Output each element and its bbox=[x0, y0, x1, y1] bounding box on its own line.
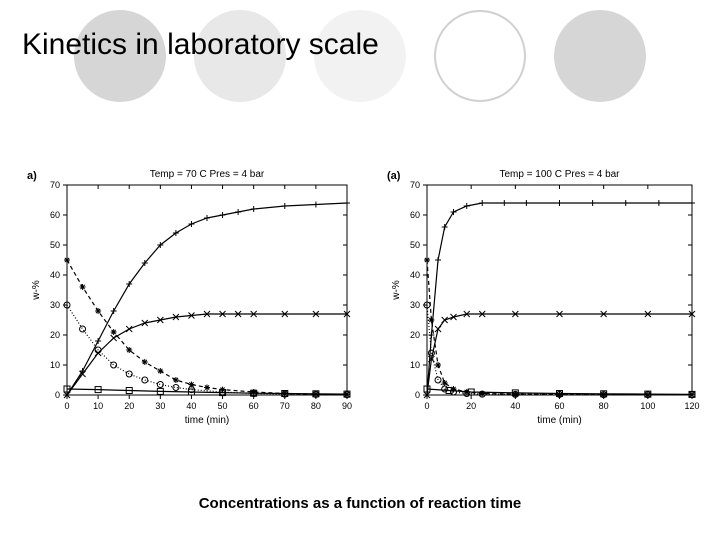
y-tick-label: 20 bbox=[50, 330, 60, 340]
y-tick-label: 10 bbox=[410, 360, 420, 370]
x-tick-label: 40 bbox=[186, 401, 196, 411]
y-tick-label: 10 bbox=[50, 360, 60, 370]
x-tick-label: 120 bbox=[684, 401, 699, 411]
x-tick-label: 100 bbox=[640, 401, 655, 411]
x-tick-label: 60 bbox=[249, 401, 259, 411]
x-tick-label: 80 bbox=[599, 401, 609, 411]
x-tick-label: 60 bbox=[554, 401, 564, 411]
series-intermediate bbox=[427, 314, 692, 395]
y-tick-label: 20 bbox=[410, 330, 420, 340]
y-tick-label: 60 bbox=[50, 210, 60, 220]
y-tick-label: 30 bbox=[50, 300, 60, 310]
y-tick-label: 40 bbox=[410, 270, 420, 280]
series-product bbox=[67, 203, 347, 395]
x-axis-label: time (min) bbox=[185, 415, 229, 426]
x-tick-label: 80 bbox=[311, 401, 321, 411]
y-tick-label: 50 bbox=[50, 240, 60, 250]
series-reactant1 bbox=[67, 260, 347, 394]
y-tick-label: 50 bbox=[410, 240, 420, 250]
chart-a: a) Temp = 70 C Pres = 4 bar 0 10 20 30 40 50 60 7… bbox=[25, 165, 360, 430]
y-axis-label: w-% bbox=[31, 280, 42, 301]
x-tick-label: 20 bbox=[466, 401, 476, 411]
page-title: Kinetics in laboratory scale bbox=[0, 0, 720, 62]
y-axis-label: w-% bbox=[391, 280, 402, 301]
charts-row: a) Temp = 70 C Pres = 4 bar 0 10 20 30 40 50 60 7… bbox=[25, 165, 705, 430]
y-tick-label: 40 bbox=[50, 270, 60, 280]
x-tick-label: 30 bbox=[155, 401, 165, 411]
plot-area bbox=[427, 185, 692, 395]
y-tick-label: 70 bbox=[50, 180, 60, 190]
caption: Concentrations as a function of reaction… bbox=[0, 495, 720, 512]
y-tick-label: 0 bbox=[415, 390, 420, 400]
chart-title: Temp = 100 C Pres = 4 bar bbox=[499, 169, 620, 180]
x-tick-label: 20 bbox=[124, 401, 134, 411]
y-tick-label: 60 bbox=[410, 210, 420, 220]
x-tick-label: 50 bbox=[218, 401, 228, 411]
x-axis-label: time (min) bbox=[537, 415, 581, 426]
x-tick-label: 0 bbox=[64, 401, 69, 411]
y-tick-label: 30 bbox=[410, 300, 420, 310]
chart-b: (a)Temp = 100 C Pres = 4 bar020406080100… bbox=[385, 165, 705, 430]
x-tick-label: 70 bbox=[280, 401, 290, 411]
panel-label: a) bbox=[27, 170, 37, 182]
series-reactant2 bbox=[67, 305, 347, 395]
y-tick-label: 0 bbox=[55, 390, 60, 400]
series-reactant2 bbox=[427, 305, 692, 395]
series-product bbox=[427, 203, 692, 395]
x-tick-label: 0 bbox=[424, 401, 429, 411]
panel-label: (a) bbox=[387, 170, 401, 182]
series-reactant1 bbox=[427, 260, 692, 395]
chart-title: Temp = 70 C Pres = 4 bar bbox=[150, 169, 265, 180]
y-tick-label: 70 bbox=[410, 180, 420, 190]
x-tick-label: 90 bbox=[342, 401, 352, 411]
x-tick-label: 10 bbox=[93, 401, 103, 411]
x-tick-label: 40 bbox=[510, 401, 520, 411]
